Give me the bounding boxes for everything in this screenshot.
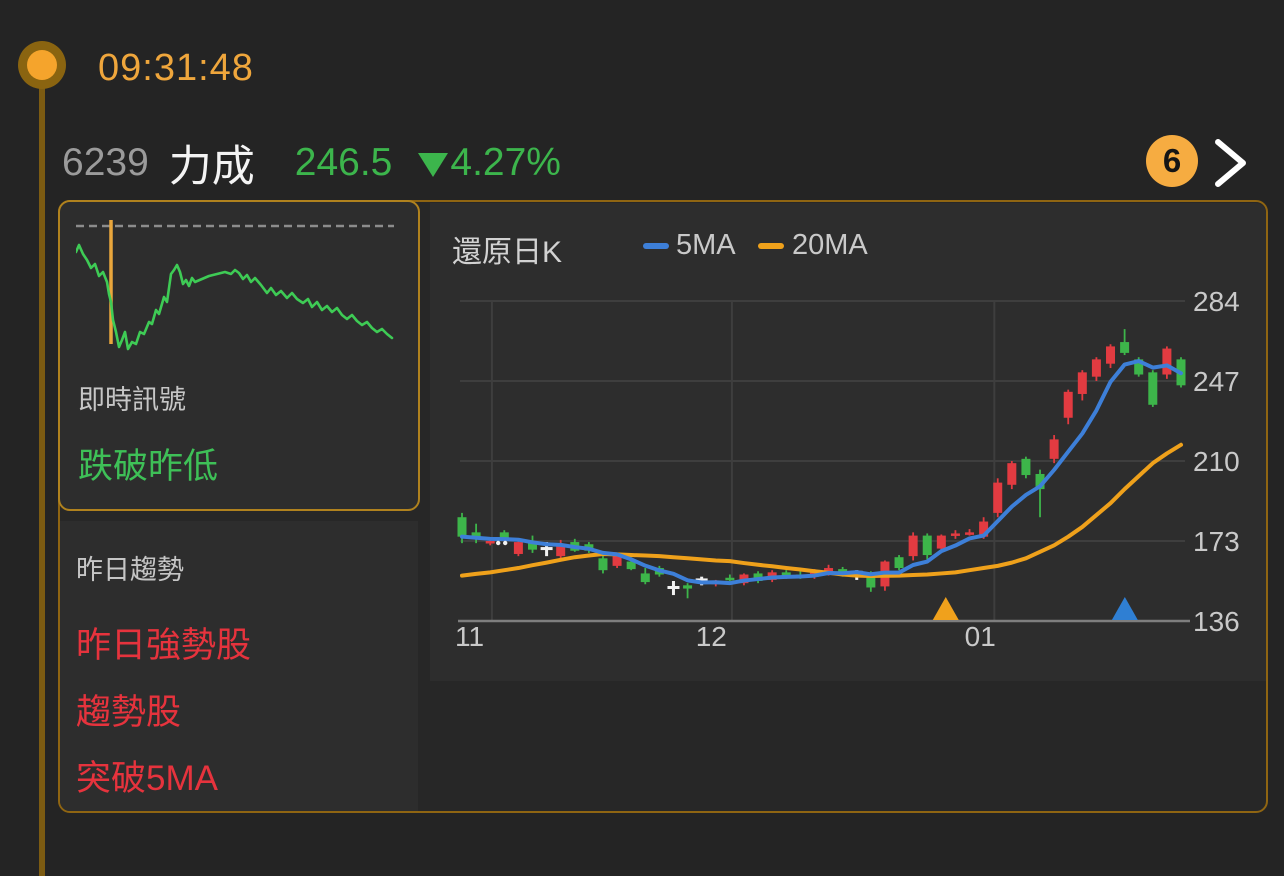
yesterday-trend-panel: 昨日趨勢 昨日強勢股 趨勢股 突破5MA [60,521,418,811]
stock-header-row[interactable]: 6239 力成 246.5 4.27% [62,130,1262,196]
ma5-legend-label: 5MA [676,229,736,261]
realtime-signal-title: 即時訊號 [78,385,186,415]
ma20-legend-label: 20MA [792,229,868,261]
svg-text:210: 210 [1193,446,1240,477]
svg-text:173: 173 [1193,526,1240,557]
stock-name: 力成 [168,143,255,191]
svg-text:11: 11 [455,621,484,652]
ma5-line-icon [643,243,669,249]
blue-up-triangle [1111,597,1138,620]
svg-text:136: 136 [1193,606,1240,637]
trend-item: 昨日強勢股 [76,626,252,665]
intraday-sparkline [76,220,394,351]
orange-up-triangle [932,597,959,620]
chevron-right-icon[interactable] [1212,137,1250,189]
svg-text:247: 247 [1193,366,1240,397]
timeline-stem [39,64,45,876]
triangle-down-icon [418,153,449,177]
realtime-signal-panel: 即時訊號 跌破昨低 [58,200,420,511]
realtime-signal-value: 跌破昨低 [78,447,219,486]
signal-count-badge[interactable]: 6 [1146,135,1198,187]
timeline-dot-icon [27,50,57,80]
chart-legend: 還原日K 5MA 20MA [430,227,1266,269]
trend-item: 突破5MA [76,759,218,798]
stock-code: 6239 [62,141,149,184]
candlestick-plot[interactable]: 284 247 210 173 136 11 12 01 [430,203,1266,681]
trend-item: 趨勢股 [76,693,182,732]
stock-price: 246.5 [294,141,393,184]
svg-text:284: 284 [1193,286,1240,317]
timestamp: 09:31:48 [98,47,254,89]
daily-kline-chart[interactable]: 還原日K 5MA 20MA 284 247 210 173 136 11 12 01 [430,203,1266,681]
yesterday-trend-title: 昨日趨勢 [76,555,184,585]
ma20-line-icon [758,243,784,249]
chart-title: 還原日K [452,236,563,269]
svg-text:01: 01 [965,621,996,652]
change-percent: 4.27% [450,141,561,184]
svg-text:12: 12 [696,621,727,652]
